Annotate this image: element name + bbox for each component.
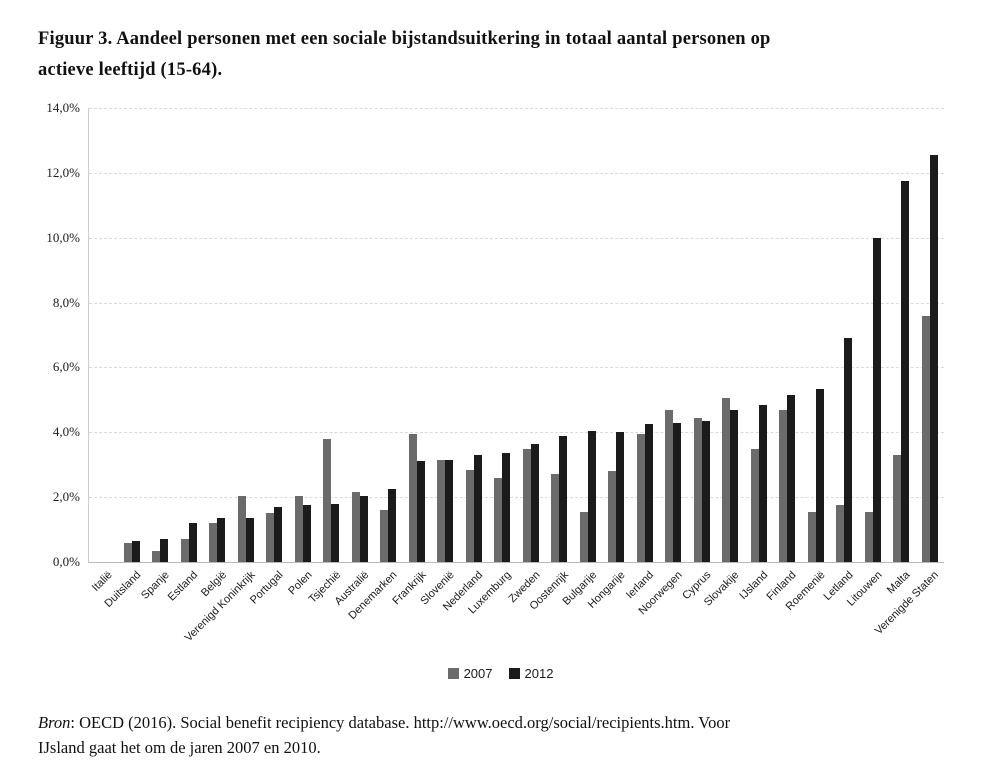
bar-2007-Roemenië — [807, 511, 816, 562]
bar-2012-Estland — [188, 523, 197, 562]
bar-2012-Polen — [302, 505, 311, 562]
bar-2007-Cyprus — [693, 417, 702, 562]
bar-2007-Tsjechië — [323, 438, 332, 562]
bar-2007-Frankrijk — [408, 433, 417, 562]
bar-2012-Tsjechië — [331, 503, 340, 562]
bar-2012-Hongarije — [616, 432, 625, 562]
gridline-14,0% — [89, 108, 944, 109]
y-axis-label: 10,0% — [46, 229, 80, 245]
bar-2012-Litouwen — [872, 237, 881, 562]
bar-2012-Verenigde Staten — [929, 155, 938, 562]
y-axis-label: 4,0% — [52, 424, 80, 440]
bar-2007-Luxemburg — [494, 477, 503, 562]
x-axis-label-Italië: Italië — [89, 569, 115, 594]
gridline-10,0% — [89, 237, 944, 239]
bar-2012-Portugal — [274, 506, 283, 562]
bar-2012-Malta — [901, 180, 910, 562]
bar-2012-Slovakije — [730, 409, 739, 562]
y-axis-label: 8,0% — [52, 294, 80, 310]
bar-2007-Portugal — [266, 513, 275, 562]
x-axis-label-IJsland: IJsland — [737, 569, 771, 603]
bar-2007-Australië — [351, 492, 360, 562]
bar-2007-Bulgarije — [579, 511, 588, 562]
bar-2007-Verenigd Koninkrijk — [237, 495, 246, 562]
bar-2007-Nederland — [465, 469, 474, 562]
bar-2007-Polen — [294, 495, 303, 562]
legend-item-2012: 2012 — [508, 666, 554, 681]
legend-item-2007: 2007 — [447, 666, 493, 681]
bar-2012-Luxemburg — [502, 453, 511, 562]
bar-2007-België — [209, 523, 218, 562]
gridline-2,0% — [89, 497, 944, 499]
bar-2007-Zweden — [522, 448, 531, 562]
bar-2007-Hongarije — [608, 471, 617, 562]
bar-2012-Oostenrijk — [559, 435, 568, 562]
figure-title-line2: actieve leeftijd (15-64). — [38, 60, 223, 80]
y-axis-label: 6,0% — [52, 359, 80, 375]
bar-2012-Bulgarije — [587, 430, 596, 562]
y-axis-label: 0,0% — [52, 554, 80, 569]
y-axis-label: 2,0% — [52, 489, 80, 505]
gridline-6,0% — [89, 367, 944, 369]
figure-title-line1: Figuur 3. Aandeel personen met een socia… — [38, 29, 771, 49]
bar-2007-Malta — [893, 455, 902, 562]
bar-2007-Denemarken — [380, 510, 389, 562]
bar-2012-Roemenië — [815, 388, 824, 562]
y-axis-label: 14,0% — [46, 100, 80, 115]
legend-label-2012: 2012 — [524, 666, 554, 681]
figure-title: Figuur 3. Aandeel personen met een socia… — [38, 24, 978, 86]
y-axis-label: 12,0% — [46, 164, 80, 180]
x-axis-label-Estland: Estland — [165, 569, 201, 604]
gridline-4,0% — [89, 432, 944, 434]
bar-2007-Duitsland — [123, 542, 132, 562]
bar-2012-Spanje — [160, 539, 169, 562]
bar-2012-Letland — [844, 338, 853, 562]
bar-2012-Noorwegen — [673, 422, 682, 562]
bar-2007-Ierland — [636, 433, 645, 562]
bar-2007-IJsland — [750, 448, 759, 562]
bar-2007-Finland — [779, 409, 788, 562]
plot-area — [88, 108, 944, 563]
bar-2007-Verenigde Staten — [921, 315, 930, 562]
bar-2012-Verenigd Koninkrijk — [245, 518, 254, 562]
bar-2012-Frankrijk — [416, 461, 425, 562]
bar-2012-Australië — [359, 495, 368, 562]
bar-2012-Finland — [787, 395, 796, 562]
bar-2012-Cyprus — [701, 420, 710, 562]
bar-2012-IJsland — [758, 404, 767, 562]
bar-2012-Zweden — [530, 443, 539, 562]
bar-2007-Estland — [180, 539, 189, 562]
legend-swatch-2012 — [508, 668, 520, 679]
bar-2007-Spanje — [152, 550, 161, 562]
bar-2012-Denemarken — [388, 489, 397, 562]
source-note: Bron: OECD (2016). Social benefit recipi… — [38, 710, 983, 760]
legend-label-2007: 2007 — [463, 666, 493, 681]
bar-2007-Slovakije — [722, 398, 731, 562]
bar-2012-Nederland — [473, 455, 482, 562]
bar-2007-Oostenrijk — [551, 474, 560, 562]
bar-2007-Litouwen — [864, 511, 873, 562]
source-line2: IJsland gaat het om de jaren 2007 en 201… — [38, 737, 321, 757]
legend-swatch-2007 — [447, 668, 459, 679]
gridline-12,0% — [89, 172, 944, 174]
bar-2007-Noorwegen — [665, 409, 674, 562]
bar-2012-Duitsland — [131, 540, 140, 562]
gridline-8,0% — [89, 302, 944, 304]
chart-legend: 2007 2012 — [0, 666, 1001, 681]
bar-2007-Letland — [836, 505, 845, 562]
bar-2012-Ierland — [644, 424, 653, 562]
source-line1: : OECD (2016). Social benefit recipiency… — [70, 712, 731, 732]
bar-2012-Slovenië — [445, 459, 454, 562]
source-label: Bron — [38, 712, 71, 732]
bar-2007-Slovenië — [437, 459, 446, 562]
bar-2012-België — [217, 518, 226, 562]
